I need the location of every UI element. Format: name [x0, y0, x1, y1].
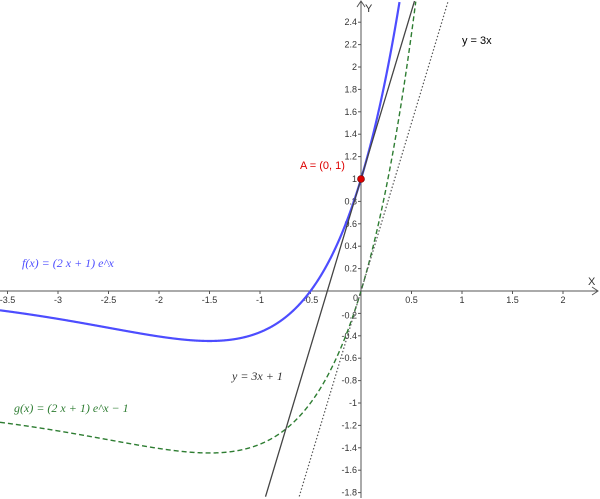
y-tick-label: 0.2	[344, 264, 357, 274]
y-tick-label: 2	[352, 62, 357, 72]
y-tick-label: -0.8	[341, 376, 357, 386]
y-tick-label: 2.4	[344, 17, 357, 27]
y-tick-label: 2.2	[344, 40, 357, 50]
x-axis-arrow-icon	[591, 286, 599, 296]
y-axis-label: Y	[365, 3, 373, 15]
y-tick-label: 1.4	[344, 129, 357, 139]
x-tick-label: -1.5	[202, 295, 218, 305]
y-tick-label: 1	[352, 174, 357, 184]
x-tick-label: -3	[54, 295, 62, 305]
series-f-curve[interactable]	[0, 1, 401, 343]
y-tick-label: -0.6	[341, 353, 357, 363]
y-tick-label: 0.4	[344, 241, 357, 251]
x-tick-label: 1.5	[506, 295, 519, 305]
label-point-a: A = (0, 1)	[300, 160, 345, 172]
y-tick-label: -0.4	[341, 331, 357, 341]
x-tick-label: 2	[560, 295, 565, 305]
x-tick-label: 0.5	[405, 295, 418, 305]
x-tick-label: 1	[459, 295, 464, 305]
y-tick-label: -1	[349, 398, 357, 408]
y-tick-label: -1.2	[341, 420, 357, 430]
x-tick-label: -3.5	[0, 295, 15, 305]
label-tangent: y = 3x + 1	[232, 369, 283, 383]
y-tick-label: -1.8	[341, 488, 357, 498]
label-y-3x: y = 3x	[462, 35, 492, 47]
series-g-curve[interactable]	[0, 1, 417, 454]
x-tick-label: -2.5	[101, 295, 117, 305]
y-tick-label: 0.6	[344, 219, 357, 229]
series-tangent-curve[interactable]	[264, 0, 416, 497]
x-tick-label: -0.5	[303, 295, 319, 305]
y-tick-label: 1.8	[344, 84, 357, 94]
y-tick-label: -1.4	[341, 443, 357, 453]
y-tick-label: -0.2	[341, 310, 357, 320]
x-axis-label: X	[588, 276, 596, 288]
y-axis-arrow-icon	[356, 0, 366, 8]
x-tick-label: -1	[256, 295, 264, 305]
y-tick-label: 1.6	[344, 107, 357, 117]
y-tick-label: 0.8	[344, 196, 357, 206]
x-tick-label: -2	[155, 295, 163, 305]
y-tick-label: -1.6	[341, 465, 357, 475]
series-line-curve[interactable]	[298, 1, 449, 497]
x-tick-label: 0	[353, 293, 358, 303]
point-A[interactable]	[357, 175, 365, 183]
label-f: f(x) = (2 x + 1) e^x	[22, 256, 114, 270]
label-g: g(x) = (2 x + 1) e^x − 1	[14, 401, 129, 415]
y-tick-label: 1.2	[344, 152, 357, 162]
